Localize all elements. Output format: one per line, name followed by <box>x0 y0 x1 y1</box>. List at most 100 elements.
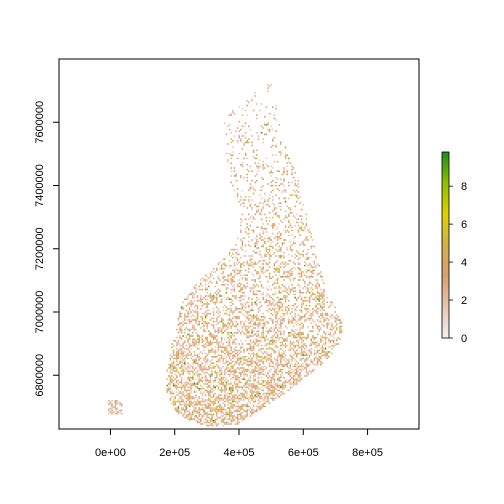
raster-cell <box>177 332 180 334</box>
raster-cell <box>300 218 303 220</box>
raster-cell <box>180 330 183 332</box>
raster-cell <box>230 336 232 339</box>
raster-cell <box>206 301 208 304</box>
raster-cell <box>192 418 194 420</box>
raster-cell <box>280 287 282 289</box>
raster-cell <box>187 378 189 380</box>
raster-cell <box>195 357 197 360</box>
raster-cell <box>299 335 301 337</box>
raster-cell <box>256 157 258 160</box>
raster-cell <box>264 122 266 124</box>
raster-cell <box>272 348 274 350</box>
raster-cell <box>310 236 312 238</box>
raster-cell <box>328 319 330 321</box>
raster-cell <box>305 239 308 241</box>
raster-cell <box>184 319 186 321</box>
raster-cell <box>243 284 245 286</box>
raster-cell <box>310 247 312 249</box>
raster-cell <box>212 362 215 364</box>
raster-cell <box>220 328 223 331</box>
raster-cell <box>209 399 212 401</box>
raster-cell <box>283 263 285 265</box>
raster-cell <box>254 338 256 340</box>
raster-cell <box>225 381 228 384</box>
raster-cell <box>188 402 191 404</box>
raster-cell <box>251 368 253 371</box>
raster-cell <box>224 349 226 352</box>
raster-cell <box>300 341 303 344</box>
raster-cell <box>228 319 231 321</box>
raster-cell <box>235 384 237 387</box>
raster-cell <box>208 397 210 400</box>
raster-cell <box>212 365 215 368</box>
raster-cell <box>171 356 173 358</box>
raster-cell <box>235 416 237 419</box>
raster-cell <box>276 277 279 280</box>
raster-cell <box>209 280 212 283</box>
raster-layer <box>108 84 343 427</box>
raster-cell <box>272 397 274 400</box>
raster-cell <box>235 386 237 388</box>
raster-cell <box>272 284 274 286</box>
raster-cell <box>281 356 284 358</box>
raster-cell <box>248 301 250 304</box>
raster-cell <box>305 276 308 278</box>
raster-cell <box>299 380 301 382</box>
raster-cell <box>299 279 301 281</box>
raster-cell <box>265 295 268 297</box>
raster-cell <box>246 260 248 262</box>
raster-cell <box>291 181 293 184</box>
raster-cell <box>243 416 245 419</box>
raster-cell <box>241 388 244 390</box>
raster-cell <box>248 378 250 380</box>
raster-cell <box>254 204 256 206</box>
raster-cell <box>243 410 245 412</box>
raster-cell <box>315 343 317 345</box>
raster-cell <box>270 304 272 307</box>
raster-cell <box>251 332 253 334</box>
raster-cell <box>174 340 176 342</box>
raster-cell <box>273 372 276 374</box>
raster-cell <box>259 408 261 411</box>
raster-cell <box>184 405 186 408</box>
y-tick-label: 7000000 <box>34 291 46 334</box>
raster-cell <box>233 269 236 272</box>
raster-cell <box>200 420 202 422</box>
raster-cell <box>313 309 316 312</box>
raster-cell <box>307 236 309 238</box>
raster-cell <box>297 344 300 347</box>
raster-cell <box>286 365 288 368</box>
raster-cell <box>184 348 186 350</box>
raster-cell <box>276 367 279 369</box>
raster-cell <box>262 380 264 382</box>
raster-cell <box>281 383 284 385</box>
raster-cell <box>180 397 183 400</box>
raster-cell <box>273 114 276 116</box>
raster-cell <box>316 263 319 265</box>
raster-cell <box>286 216 288 219</box>
raster-cell <box>243 143 245 145</box>
raster-cell <box>222 346 224 348</box>
raster-cell <box>339 330 341 332</box>
raster-cell <box>238 200 240 203</box>
raster-cell <box>276 362 279 364</box>
raster-cell <box>227 367 229 369</box>
raster-cell <box>273 293 276 296</box>
raster-cell <box>230 274 232 276</box>
raster-cell <box>329 351 332 353</box>
raster-cell <box>204 413 207 416</box>
raster-cell <box>318 349 320 352</box>
raster-cell <box>212 413 215 416</box>
raster-cell <box>284 200 287 203</box>
raster-cell <box>235 376 237 379</box>
raster-cell <box>236 396 239 398</box>
raster-cell <box>249 389 252 392</box>
raster-cell <box>188 404 191 406</box>
raster-cell <box>227 352 229 355</box>
raster-cell <box>323 317 325 320</box>
raster-cell <box>228 324 231 326</box>
raster-cell <box>265 394 268 396</box>
raster-cell <box>238 253 240 256</box>
raster-cell <box>310 372 312 374</box>
raster-cell <box>254 95 256 97</box>
